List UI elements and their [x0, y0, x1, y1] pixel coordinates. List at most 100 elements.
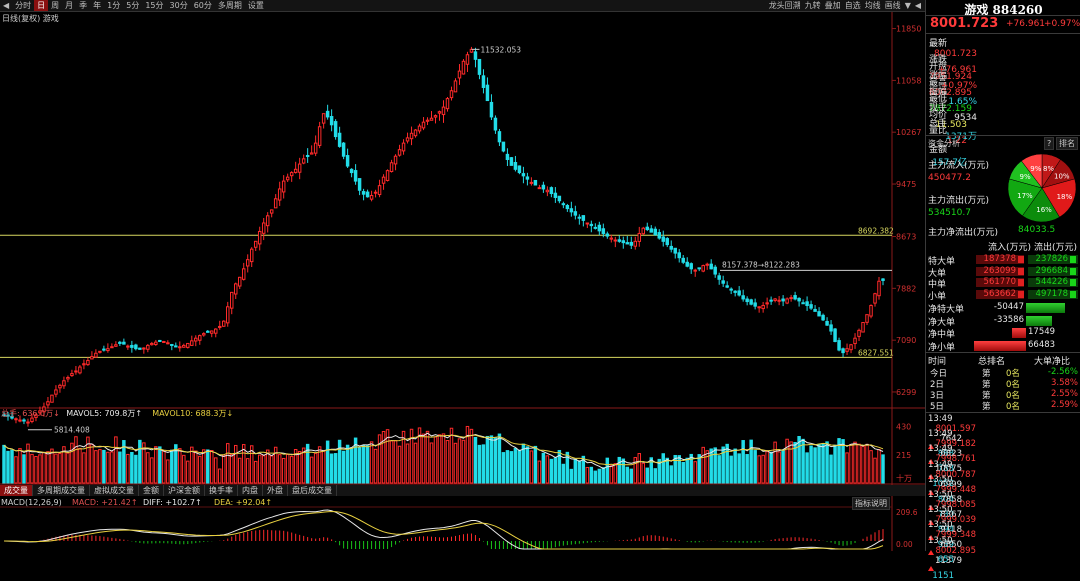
volume-bar: [249, 445, 254, 484]
fund-pie-chart: 8%10% 18% 16%17% 9%9%: [1007, 153, 1077, 223]
volume-bar: [505, 450, 510, 484]
period-tab-2[interactable]: 日: [34, 0, 49, 11]
fund-rank-button[interactable]: 排名: [1056, 137, 1078, 150]
fund-help-button[interactable]: ?: [1044, 137, 1055, 150]
candle: [565, 204, 570, 210]
volume-bar: [58, 453, 62, 484]
net-bar: [1026, 303, 1065, 313]
tick-count: 888: [937, 449, 954, 459]
volume-bar: [737, 453, 741, 484]
right-tool-0[interactable]: 龙头回溯: [768, 1, 801, 10]
period-tab-11[interactable]: 60分: [193, 1, 212, 10]
volume-tick: 430: [896, 423, 911, 432]
candle: [669, 245, 673, 250]
candle: [218, 325, 222, 328]
candle: [289, 172, 294, 177]
candle: [102, 348, 106, 351]
flow-in-bar: [976, 278, 1024, 287]
candle: [317, 126, 322, 146]
period-tab-8[interactable]: 5分: [126, 1, 140, 10]
price-tick: 6299: [896, 388, 916, 397]
right-tool-7[interactable]: ◀: [914, 1, 921, 10]
quote-row: 现手 9534 量比 1.22: [929, 100, 1079, 146]
candle: [277, 188, 282, 201]
volume-tab-6[interactable]: 内盘: [238, 485, 263, 496]
volume-bar: [653, 468, 657, 484]
period-tab-0[interactable]: ◀: [3, 1, 10, 10]
period-tab-9[interactable]: 15分: [145, 1, 164, 10]
volume-bar: [769, 451, 773, 484]
candle: [753, 302, 757, 307]
period-tab-1[interactable]: 分时: [15, 1, 32, 10]
volume-bar: [545, 455, 550, 484]
volume-tab-7[interactable]: 外盘: [263, 485, 288, 496]
right-tool-3[interactable]: 自选: [844, 1, 861, 10]
volume-tab-5[interactable]: 换手率: [205, 485, 238, 496]
candle: [529, 181, 534, 184]
net-row-label: 净大单: [928, 317, 956, 328]
candle: [353, 170, 358, 182]
candle: [589, 223, 594, 227]
period-tab-12[interactable]: 多周期: [217, 1, 242, 10]
candle: [66, 377, 70, 380]
candle: [449, 90, 454, 99]
flow-in-value: 561770: [983, 277, 1016, 287]
tick-volume: 7642: [940, 434, 962, 444]
pie-slice: [1007, 178, 1043, 217]
candle: [833, 328, 837, 342]
volume-tab-3[interactable]: 金额: [139, 485, 164, 496]
main-outflow-value: 534510.7: [928, 208, 971, 218]
volume-bar: [341, 450, 346, 484]
flow-in-square: [1018, 256, 1024, 263]
rank-period: 2日: [930, 380, 944, 390]
volume-legend: MAVOL5: 709.8万↑: [66, 409, 142, 418]
volume-bar: [261, 455, 266, 484]
candle: [18, 419, 22, 422]
candle: [577, 216, 582, 219]
period-tab-13[interactable]: 设置: [247, 1, 264, 10]
volume-tab-8[interactable]: 盘后成交量: [288, 485, 337, 496]
volume-bar: [637, 453, 642, 484]
candle: [365, 191, 370, 198]
tick-count: 1151: [932, 570, 954, 581]
period-tab-7[interactable]: 1分: [107, 1, 121, 10]
right-tool-6[interactable]: ▼: [904, 1, 911, 10]
indicator-help-button[interactable]: 指标说明: [852, 497, 890, 510]
volume-tab-0[interactable]: 成交量: [0, 485, 33, 496]
volume-bar: [489, 435, 494, 484]
tick-time: 13:49: [928, 414, 953, 424]
candle: [405, 137, 410, 142]
main-inflow-value: 450477.2: [928, 173, 971, 183]
volume-tab-1[interactable]: 多周期成交量: [33, 485, 90, 496]
volume-bar: [845, 452, 849, 484]
period-tab-5[interactable]: 季: [79, 1, 88, 10]
right-tool-1[interactable]: 九转: [804, 1, 821, 10]
volume-tab-4[interactable]: 沪深金额: [164, 485, 205, 496]
period-tab-4[interactable]: 月: [65, 1, 74, 10]
candle: [817, 311, 821, 317]
volume-bar: [457, 438, 462, 484]
volume-bar: [661, 453, 665, 484]
volume-tick: 215: [896, 451, 911, 460]
volume-bar: [749, 439, 753, 484]
period-tab-3[interactable]: 周: [51, 1, 60, 10]
quote-value: 1.22: [946, 136, 967, 146]
tick-row: 13:50 8002.895 11379 1151: [928, 536, 1080, 581]
period-tab-6[interactable]: 年: [93, 1, 102, 10]
candle: [797, 297, 801, 302]
volume-tab-2[interactable]: 虚拟成交量: [90, 485, 139, 496]
candle: [134, 344, 138, 350]
volume-bar: [825, 441, 829, 484]
right-tool-4[interactable]: 均线: [864, 1, 881, 10]
right-tool-2[interactable]: 叠加: [824, 1, 841, 10]
quote-value: 9534: [954, 113, 977, 123]
volume-bar: [685, 457, 689, 484]
period-tab-10[interactable]: 30分: [169, 1, 188, 10]
right-tool-5[interactable]: 画线: [884, 1, 901, 10]
price-change-pct: +0.97%: [1044, 19, 1080, 29]
candle: [789, 297, 793, 300]
volume-bar: [561, 463, 566, 484]
flow-out-value: 296684: [1035, 265, 1068, 276]
chart-canvas[interactable]: 11850 11058 10267 9475 8673 7882 7090 6299 8692.…: [0, 0, 925, 551]
volume-bar: [765, 451, 769, 484]
